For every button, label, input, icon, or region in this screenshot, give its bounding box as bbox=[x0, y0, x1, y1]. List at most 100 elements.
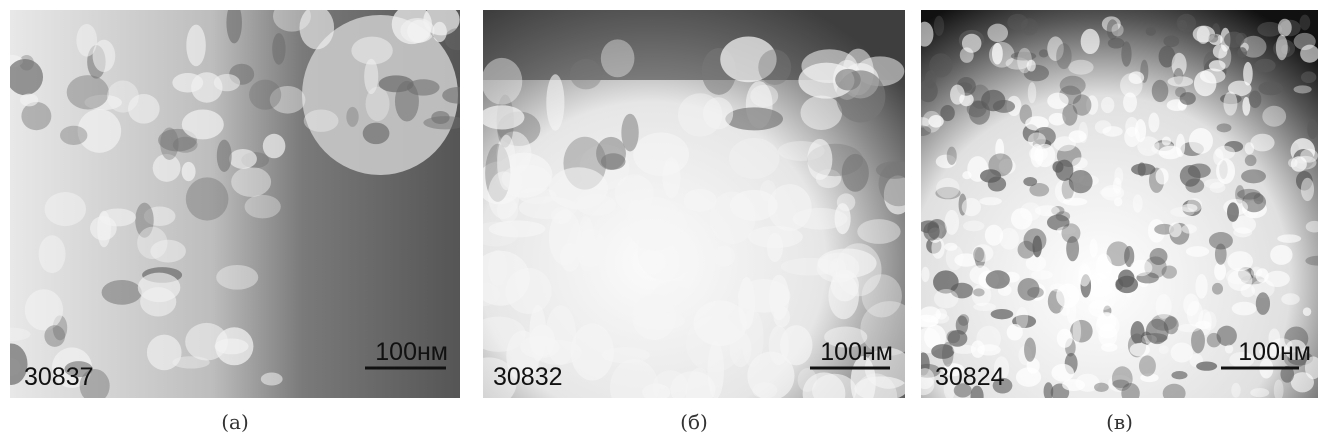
texture-blob bbox=[102, 280, 142, 305]
texture-blob bbox=[128, 94, 160, 124]
texture-blob bbox=[1047, 93, 1068, 109]
texture-blob bbox=[191, 72, 222, 102]
texture-blob bbox=[921, 267, 929, 282]
texture-blob bbox=[1050, 284, 1065, 292]
texture-blob bbox=[1139, 355, 1156, 376]
sample-id: 30832 bbox=[493, 363, 563, 391]
texture-blob bbox=[973, 303, 996, 311]
micrograph: 30832 100нм bbox=[483, 10, 905, 398]
texture-blob bbox=[1156, 168, 1169, 184]
texture-blob bbox=[1241, 284, 1255, 297]
texture-blob bbox=[1294, 33, 1316, 50]
texture-blob bbox=[713, 246, 735, 267]
texture-blob bbox=[969, 101, 990, 125]
texture-blob bbox=[1148, 112, 1159, 132]
texture-blob bbox=[549, 210, 582, 266]
texture-blob bbox=[1072, 157, 1088, 168]
texture-blob bbox=[1303, 307, 1311, 316]
texture-blob bbox=[1039, 49, 1049, 57]
texture-blob bbox=[1138, 162, 1146, 176]
texture-blob bbox=[931, 237, 944, 258]
texture-blob bbox=[945, 210, 959, 235]
texture-blob bbox=[488, 250, 507, 286]
texture-blob bbox=[934, 289, 958, 308]
texture-blob bbox=[1231, 383, 1241, 398]
texture-blob bbox=[546, 74, 564, 130]
texture-blob bbox=[857, 219, 900, 244]
texture-blob bbox=[363, 123, 390, 145]
texture-blob bbox=[1069, 130, 1087, 143]
texture-blob bbox=[1212, 283, 1223, 295]
texture-blob bbox=[615, 174, 654, 213]
texture-blob bbox=[1265, 271, 1290, 287]
texture-blob bbox=[1112, 23, 1124, 36]
texture-blob bbox=[186, 177, 229, 220]
texture-blob bbox=[364, 59, 378, 94]
texture-blob bbox=[138, 273, 181, 303]
scale-label: 100нм bbox=[375, 338, 448, 366]
texture-blob bbox=[963, 221, 984, 232]
texture-blob bbox=[835, 69, 861, 91]
scale-label: 100нм bbox=[1238, 338, 1311, 366]
texture-blob bbox=[780, 325, 812, 365]
texture-blob bbox=[962, 198, 981, 216]
texture-blob bbox=[173, 137, 198, 153]
texture-blob bbox=[1102, 126, 1122, 137]
texture-blob bbox=[1163, 35, 1179, 47]
texture-blob bbox=[986, 270, 1010, 289]
texture-blob bbox=[489, 220, 546, 237]
texture-blob bbox=[1060, 76, 1086, 95]
texture-blob bbox=[950, 85, 965, 105]
texture-blob bbox=[1031, 270, 1053, 279]
texture-blob bbox=[973, 288, 984, 296]
texture-blob bbox=[1124, 127, 1140, 147]
texture-blob bbox=[1197, 26, 1210, 44]
texture-blob bbox=[249, 80, 281, 110]
texture-blob bbox=[655, 281, 693, 299]
texture-blob bbox=[1249, 91, 1262, 109]
texture-blob bbox=[1129, 71, 1145, 84]
texture-blob bbox=[946, 245, 964, 270]
texture-blob bbox=[947, 147, 957, 165]
texture-blob bbox=[601, 39, 635, 77]
texture-blob bbox=[1116, 276, 1138, 293]
texture-blob bbox=[1073, 318, 1081, 343]
texture-blob bbox=[1243, 62, 1253, 86]
panel-caption: (а) bbox=[10, 410, 460, 434]
texture-blob bbox=[1159, 345, 1169, 354]
texture-blob bbox=[992, 43, 1003, 65]
texture-blob bbox=[172, 356, 209, 368]
micrograph: 30824 100нм bbox=[921, 10, 1318, 398]
texture-blob bbox=[1169, 222, 1182, 237]
texture-blob bbox=[1232, 302, 1257, 316]
texture-blob bbox=[1258, 81, 1283, 95]
texture-blob bbox=[1176, 134, 1185, 157]
texture-blob bbox=[936, 178, 959, 198]
texture-blob bbox=[216, 265, 258, 290]
texture-blob bbox=[1101, 185, 1124, 201]
texture-blob bbox=[1187, 301, 1203, 327]
texture-blob bbox=[1133, 194, 1143, 212]
texture-blob bbox=[1186, 246, 1209, 257]
texture-blob bbox=[1028, 82, 1036, 103]
texture-blob bbox=[1068, 60, 1093, 75]
texture-blob bbox=[678, 93, 723, 136]
page: 30837 100нм 30832 100нм 30824 100нм (а) … bbox=[0, 0, 1327, 443]
texture-blob bbox=[1028, 132, 1046, 147]
texture-blob bbox=[633, 132, 689, 176]
texture-blob bbox=[1108, 38, 1125, 49]
texture-blob bbox=[1227, 202, 1239, 222]
texture-blob bbox=[1250, 388, 1269, 397]
texture-blob bbox=[20, 94, 38, 107]
texture-blob bbox=[1178, 324, 1201, 332]
texture-blob bbox=[1276, 35, 1288, 60]
texture-blob bbox=[571, 323, 614, 380]
texture-blob bbox=[923, 222, 939, 240]
texture-blob bbox=[1024, 228, 1047, 252]
texture-blob bbox=[928, 115, 943, 128]
texture-blob bbox=[1195, 274, 1207, 299]
texture-blob bbox=[999, 228, 1019, 250]
texture-blob bbox=[973, 247, 984, 262]
texture-blob bbox=[1214, 262, 1226, 280]
texture-blob bbox=[1251, 267, 1262, 278]
